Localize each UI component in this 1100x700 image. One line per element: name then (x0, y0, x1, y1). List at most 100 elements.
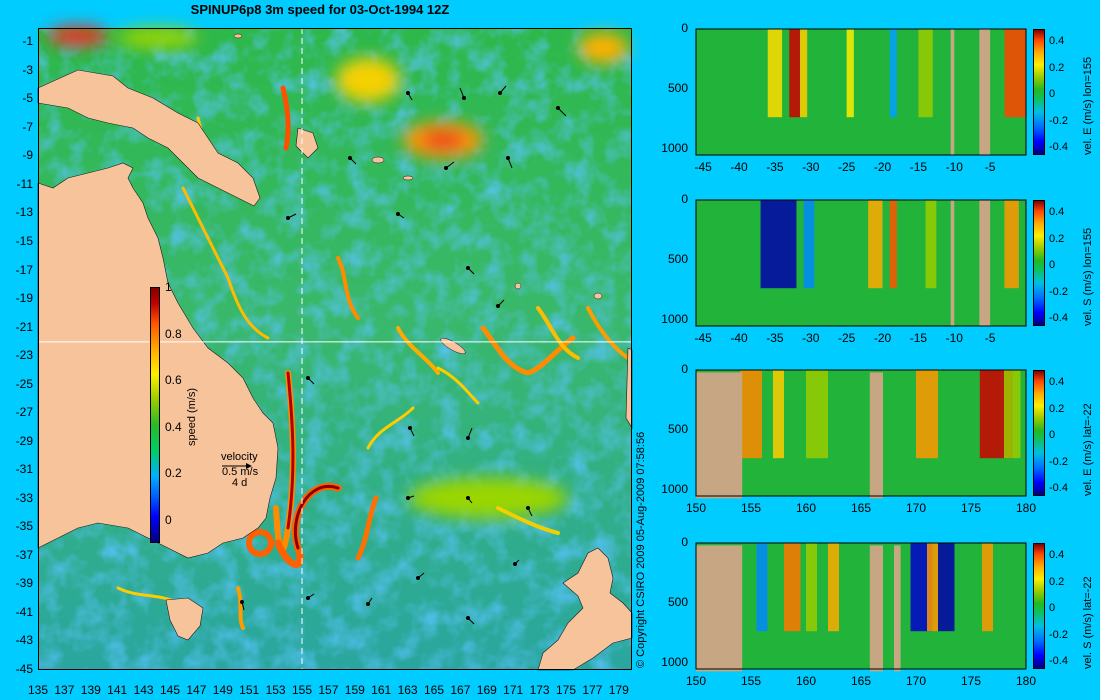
map-y-tick-label: -19 (15, 291, 33, 306)
section-1-x-tick-label: -5 (984, 160, 996, 174)
map-colorbar-label: speed (m/s) (186, 387, 198, 446)
map-y-tick-label: -33 (15, 490, 33, 505)
map-x-tick-label: 179 (608, 683, 629, 697)
section-2-land (950, 200, 955, 326)
section-4-velocity-band (927, 543, 938, 632)
section-1-colorbar-tick-label: -0.4 (1049, 141, 1068, 154)
section-4-velocity-band (756, 543, 768, 632)
section-4-y-tick-label: 1000 (661, 655, 688, 669)
section-2-colorbar (1033, 200, 1045, 326)
map-y-tick-label: -31 (15, 462, 33, 477)
section-2-colorbar-tick-label: 0 (1049, 259, 1056, 272)
section-2-x-tick-label: -20 (873, 331, 892, 345)
section-1-x-tick-label: -40 (730, 160, 748, 174)
eddy-filaments (116, 85, 630, 630)
map-y-tick-label: -25 (15, 376, 33, 391)
section-4-x-tick-label: 180 (1015, 674, 1037, 688)
section-3-x-tick-label: 165 (850, 501, 872, 515)
section-2-land (979, 200, 991, 326)
section-3-x-tick-label: 160 (795, 501, 817, 515)
section-3-velocity-band (773, 370, 784, 459)
section-2-velocity-band (1004, 200, 1019, 289)
section-3-x-tick-label: 170 (905, 501, 927, 515)
map-x-tick-label: 177 (582, 683, 603, 697)
section-4-field (696, 543, 1026, 669)
map-colorbar-tick-label: 0.2 (165, 466, 182, 481)
section-1-y-tick-label: 1000 (661, 141, 688, 155)
section-3-plot (695, 369, 1027, 499)
map-x-tick-label: 165 (423, 683, 445, 697)
map-y-tick-label: -27 (15, 405, 33, 420)
map-x-tick-label: 141 (107, 683, 128, 697)
section-1-x-tick-label: -45 (694, 160, 712, 174)
section-1-frame (695, 28, 1027, 156)
map-x-tick-label: 167 (450, 683, 471, 697)
map-y-tick-label: -9 (22, 148, 33, 163)
map-colorbar-tick-label: 0.8 (165, 326, 182, 341)
section-2-colorbar-tick-label: 0.4 (1049, 206, 1065, 219)
section-2-field (696, 200, 1026, 326)
section-4-land (696, 545, 743, 672)
section-3-colorbar (1033, 370, 1045, 496)
velocity-key-duration: 4 d (232, 477, 248, 489)
section-1-land (950, 29, 955, 155)
section-4-colorbar-tick-label: 0 (1049, 602, 1056, 615)
section-1-plot (695, 28, 1027, 156)
section-4-velocity-band (784, 543, 801, 632)
section-1-colorbar-tick-label: -0.2 (1049, 114, 1068, 127)
section-4-y-tick-label: 500 (667, 595, 688, 609)
section-4-velocity-band (982, 543, 993, 632)
section-3-land (696, 372, 743, 499)
section-3-colorbar-tick-label: -0.4 (1049, 482, 1068, 495)
copyright-label: © Copyright CSIRO 2009 05-Aug-2009 07:58… (635, 431, 647, 668)
section-4-x-tick-label: 150 (685, 674, 707, 688)
section-1-land (979, 29, 991, 155)
map-x-tick-label: 171 (503, 683, 524, 697)
section-4-velocity-band (806, 543, 817, 632)
section-2-colorbar-tick-label: -0.4 (1049, 312, 1068, 325)
velocity-vectors (240, 85, 567, 625)
section-2-colorbar-label: vel. S (m/s) lon=155 (1082, 227, 1094, 326)
section-2-velocity-band (868, 200, 883, 289)
map-colorbar-tick-label: 0.6 (165, 373, 182, 388)
section-1-x-tick-label: -10 (945, 160, 963, 174)
section-4-colorbar (1033, 543, 1045, 669)
section-3-x-tick-label: 175 (960, 501, 982, 515)
section-2-velocity-band (925, 200, 937, 289)
map-x-tick-label: 137 (54, 683, 75, 697)
section-4-land (869, 545, 883, 672)
section-1-x-tick-label: -30 (802, 160, 820, 174)
map-x-tick-label: 157 (318, 683, 339, 697)
section-1-velocity-band (767, 29, 783, 118)
map-x-tick-label: 161 (371, 683, 392, 697)
map-x-tick-label: 155 (291, 683, 313, 697)
section-2-velocity-band (760, 200, 797, 289)
section-3-velocity-band (740, 370, 762, 459)
section-1-colorbar-tick-label: 0.2 (1049, 61, 1065, 74)
section-1-velocity-band (789, 29, 801, 118)
section-2-x-tick-label: -30 (802, 331, 820, 345)
section-lines (38, 28, 632, 670)
map-y-tick-label: -29 (15, 433, 33, 448)
section-1-velocity-band (1004, 29, 1026, 118)
section-3-land (869, 372, 883, 499)
section-1-x-tick-label: -35 (766, 160, 784, 174)
section-4-velocity-band (938, 543, 955, 632)
map-x-tick-label: 173 (529, 683, 550, 697)
section-3-frame (695, 369, 1027, 497)
section-2-y-tick-label: 500 (667, 252, 688, 266)
speed-map (37, 26, 633, 671)
section-1-field (696, 29, 1026, 155)
map-y-tick-label: -23 (15, 348, 33, 363)
section-4-colorbar-tick-label: 0.4 (1049, 549, 1065, 562)
section-3-y-tick-label: 1000 (661, 482, 688, 496)
map-y-tick-label: -45 (15, 662, 33, 676)
section-2-x-tick-label: -45 (694, 331, 712, 345)
section-3-y-tick-label: 0 (681, 362, 688, 376)
section-3-x-tick-label: 155 (740, 501, 762, 515)
map-colorbar-tick-label: 0 (165, 512, 172, 527)
map-x-tick-label: 159 (344, 683, 365, 697)
map-y-tick-label: -35 (15, 519, 33, 534)
map-x-tick-label: 145 (159, 683, 181, 697)
section-2-x-tick-label: -35 (766, 331, 784, 345)
